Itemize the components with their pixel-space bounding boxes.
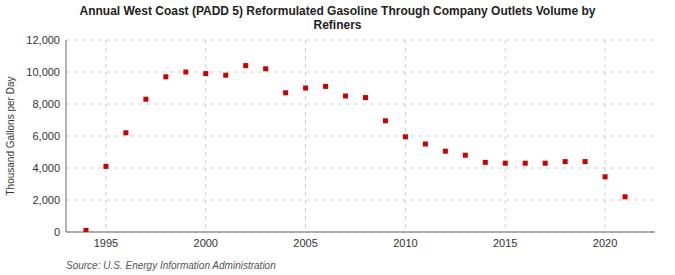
y-tick-label: 4,000 xyxy=(32,162,60,174)
point xyxy=(383,118,388,123)
y-tick-label: 2,000 xyxy=(32,194,60,206)
point xyxy=(103,164,108,169)
y-tick-label: 6,000 xyxy=(32,130,60,142)
point xyxy=(363,95,368,100)
point xyxy=(443,149,448,154)
point xyxy=(483,160,488,165)
point xyxy=(223,73,228,78)
grid-line xyxy=(66,72,655,73)
grid-line xyxy=(605,40,606,232)
point xyxy=(603,174,608,179)
x-tick-label: 2020 xyxy=(593,237,617,249)
grid-line xyxy=(66,232,655,233)
chart: 0 2,000 4,000 6,000 8,000 10,000 12,000 1995 200… xyxy=(0,0,675,275)
point xyxy=(343,94,348,99)
x-tick-label: 2010 xyxy=(393,237,417,249)
point xyxy=(523,161,528,166)
x-tick-label: 2005 xyxy=(293,237,317,249)
point xyxy=(503,161,508,166)
point xyxy=(143,97,148,102)
y-tick-label: 0 xyxy=(54,226,60,238)
grid-line xyxy=(205,40,206,232)
point xyxy=(163,74,168,79)
y-axis xyxy=(66,40,67,232)
source-note: Source: U.S. Energy Information Administ… xyxy=(66,260,276,271)
point xyxy=(243,63,248,68)
point xyxy=(123,130,128,135)
grid xyxy=(66,40,655,232)
point xyxy=(263,66,268,71)
x-tick-label: 2000 xyxy=(194,237,218,249)
x-tick-label: 1995 xyxy=(94,237,118,249)
grid-line xyxy=(66,40,655,41)
point xyxy=(323,84,328,89)
points xyxy=(83,63,627,232)
x-axis xyxy=(66,232,655,233)
point xyxy=(583,159,588,164)
point xyxy=(183,70,188,75)
grid-line xyxy=(105,40,106,232)
grid-line xyxy=(66,136,655,137)
y-tick-label: 12,000 xyxy=(26,34,60,46)
x-tick-label: 2015 xyxy=(493,237,517,249)
point xyxy=(303,86,308,91)
point xyxy=(563,159,568,164)
point xyxy=(203,71,208,76)
point xyxy=(623,194,628,199)
point xyxy=(283,90,288,95)
grid-line xyxy=(66,104,655,105)
title: Annual West Coast (PADD 5) Reformulated … xyxy=(79,4,595,32)
point xyxy=(83,228,88,232)
point xyxy=(543,161,548,166)
grid-line xyxy=(505,40,506,232)
y-axis-label: Thousand Gallons per Day xyxy=(5,77,16,196)
y-tick-label: 8,000 xyxy=(32,98,60,110)
grid-line xyxy=(305,40,306,232)
point xyxy=(463,153,468,158)
y-tick-label: 10,000 xyxy=(26,66,60,78)
grid-line xyxy=(66,168,655,169)
grid-line xyxy=(66,200,655,201)
point xyxy=(403,134,408,139)
point xyxy=(423,142,428,147)
